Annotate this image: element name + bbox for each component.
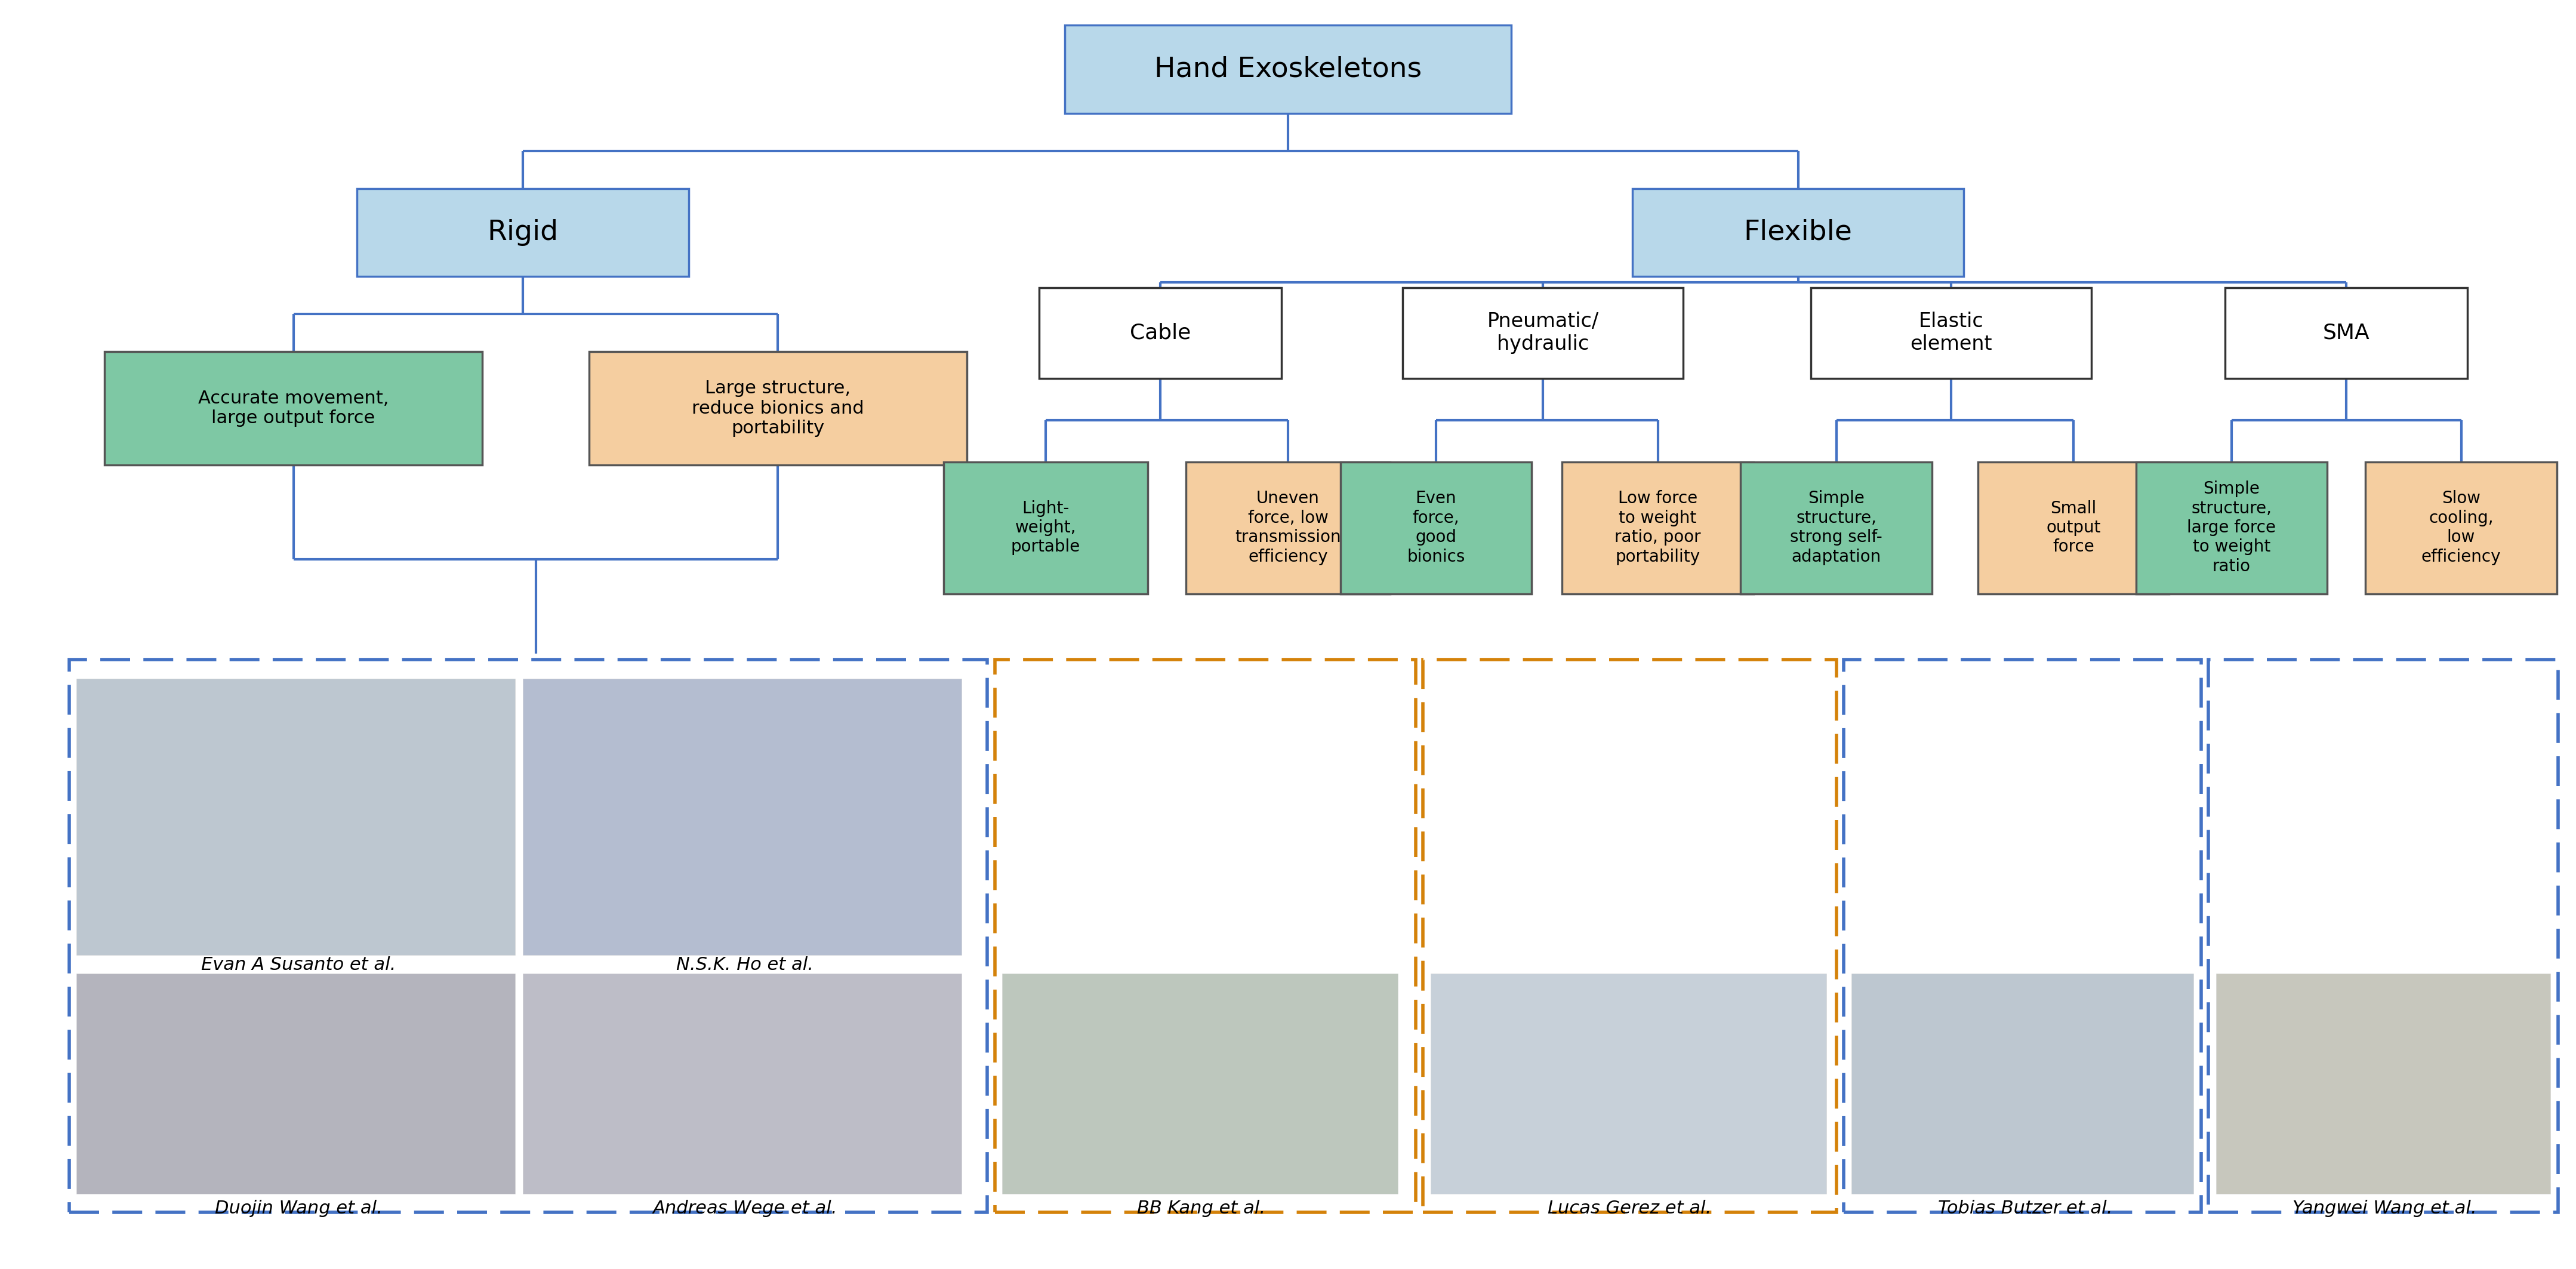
FancyBboxPatch shape — [590, 352, 966, 464]
Text: Light-
weight,
portable: Light- weight, portable — [1010, 500, 1079, 556]
Text: N.S.K. Ho et al.: N.S.K. Ho et al. — [675, 957, 814, 973]
FancyBboxPatch shape — [1185, 462, 1391, 594]
Text: Even
force,
good
bionics: Even force, good bionics — [1406, 490, 1466, 565]
FancyBboxPatch shape — [1038, 288, 1283, 378]
Text: Low force
to weight
ratio, poor
portability: Low force to weight ratio, poor portabil… — [1615, 490, 1700, 565]
FancyBboxPatch shape — [523, 973, 961, 1194]
FancyBboxPatch shape — [77, 973, 515, 1194]
Text: Simple
structure,
large force
to weight
ratio: Simple structure, large force to weight … — [2187, 481, 2277, 575]
Text: Cable: Cable — [1131, 322, 1190, 343]
Text: Lucas Gerez et al.: Lucas Gerez et al. — [1548, 1200, 1710, 1217]
Text: Andreas Wege et al.: Andreas Wege et al. — [652, 1200, 837, 1217]
Text: Pneumatic/
hydraulic: Pneumatic/ hydraulic — [1486, 312, 1600, 354]
FancyBboxPatch shape — [523, 679, 961, 954]
Text: Tobias Butzer et al.: Tobias Butzer et al. — [1937, 1200, 2112, 1217]
Text: Uneven
force, low
transmission
efficiency: Uneven force, low transmission efficienc… — [1234, 490, 1342, 565]
Text: Simple
structure,
strong self-
adaptation: Simple structure, strong self- adaptatio… — [1790, 490, 1883, 565]
Text: Hand Exoskeletons: Hand Exoskeletons — [1154, 56, 1422, 82]
Text: Flexible: Flexible — [1744, 220, 1852, 246]
FancyBboxPatch shape — [1340, 462, 1533, 594]
FancyBboxPatch shape — [1002, 973, 1399, 1194]
Text: Rigid: Rigid — [487, 220, 559, 246]
Text: Duojin Wang et al.: Duojin Wang et al. — [214, 1200, 381, 1217]
FancyBboxPatch shape — [2215, 973, 2550, 1194]
Text: Evan A Susanto et al.: Evan A Susanto et al. — [201, 957, 397, 973]
FancyBboxPatch shape — [2136, 462, 2326, 594]
FancyBboxPatch shape — [1561, 462, 1754, 594]
Text: BB Kang et al.: BB Kang et al. — [1136, 1200, 1265, 1217]
FancyBboxPatch shape — [1633, 189, 1963, 277]
Text: Large structure,
reduce bionics and
portability: Large structure, reduce bionics and port… — [693, 379, 863, 437]
FancyBboxPatch shape — [1852, 973, 2192, 1194]
FancyBboxPatch shape — [2365, 462, 2558, 594]
Text: Small
output
force: Small output force — [2045, 500, 2102, 556]
FancyBboxPatch shape — [1404, 288, 1682, 378]
FancyBboxPatch shape — [106, 352, 482, 464]
FancyBboxPatch shape — [1430, 973, 1826, 1194]
FancyBboxPatch shape — [1811, 288, 2092, 378]
Text: Yangwei Wang et al.: Yangwei Wang et al. — [2293, 1200, 2476, 1217]
FancyBboxPatch shape — [1064, 25, 1512, 113]
Text: SMA: SMA — [2324, 322, 2370, 343]
FancyBboxPatch shape — [1741, 462, 1932, 594]
FancyBboxPatch shape — [943, 462, 1149, 594]
Text: Accurate movement,
large output force: Accurate movement, large output force — [198, 390, 389, 428]
FancyBboxPatch shape — [77, 679, 515, 954]
FancyBboxPatch shape — [358, 189, 688, 277]
Text: Elastic
element: Elastic element — [1909, 312, 1991, 354]
FancyBboxPatch shape — [2226, 288, 2468, 378]
FancyBboxPatch shape — [1978, 462, 2169, 594]
Text: Slow
cooling,
low
efficiency: Slow cooling, low efficiency — [2421, 490, 2501, 565]
